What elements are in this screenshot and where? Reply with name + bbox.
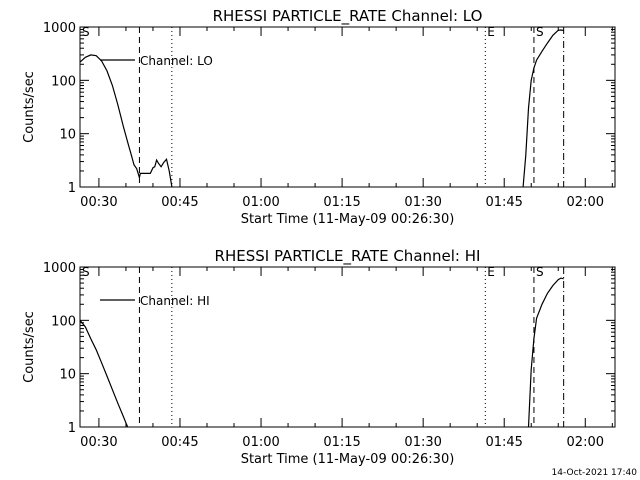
chart-panel-1: RHESSI PARTICLE_RATE Channel: LO 1 10 100 10… [22, 7, 616, 227]
x-tick-label: 00:45 [161, 195, 198, 210]
event-marker-label: S [536, 265, 544, 279]
legend-entry: Channel: LO [140, 54, 213, 68]
x-tick-label: 01:45 [485, 195, 522, 210]
event-marker-label: E [487, 265, 495, 279]
y-tick-label: 100 [51, 74, 76, 89]
chart-panel-2: RHESSI PARTICLE_RATE Channel: HI 1 10 100 10… [22, 247, 616, 467]
y-tick-label: 1 [68, 181, 76, 196]
plot-frame [79, 26, 616, 188]
x-axis-label: Start Time (11-May-09 00:26:30) [241, 452, 455, 467]
event-marker-label: S [82, 25, 90, 39]
chart-title: RHESSI PARTICLE_RATE Channel: HI [215, 247, 481, 266]
x-tick-label: 02:00 [567, 435, 604, 450]
x-tick-label: 00:30 [80, 435, 117, 450]
chart-title: RHESSI PARTICLE_RATE Channel: LO [213, 7, 483, 26]
x-tick-label: 01:15 [323, 435, 360, 450]
x-tick-label: 01:00 [242, 195, 279, 210]
y-tick-label: 1 [68, 421, 76, 436]
x-tick-label: 01:00 [242, 435, 279, 450]
x-tick-label: 01:30 [404, 435, 441, 450]
x-tick-label: 00:30 [80, 195, 117, 210]
plot-frame [79, 266, 616, 428]
y-tick-label: 1000 [43, 21, 76, 36]
event-marker-label: E [487, 25, 495, 39]
legend-entry: Channel: HI [140, 294, 210, 308]
x-tick-label: 02:00 [567, 195, 604, 210]
y-tick-label: 100 [51, 314, 76, 329]
x-tick-label: 00:45 [161, 435, 198, 450]
series-line [522, 29, 564, 188]
y-axis-label: Counts/sec [22, 311, 37, 383]
footer-timestamp: 14-Oct-2021 17:40 [552, 468, 638, 478]
y-axis-label: Counts/sec [22, 71, 37, 143]
x-tick-label: 01:45 [485, 435, 522, 450]
y-tick-label: 10 [59, 368, 76, 383]
event-marker-label: S [82, 265, 90, 279]
event-marker-label: S [536, 25, 544, 39]
x-tick-label: 01:30 [404, 195, 441, 210]
series-line [79, 54, 173, 188]
x-tick-label: 01:15 [323, 195, 360, 210]
y-tick-label: 10 [59, 128, 76, 143]
y-tick-label: 1000 [43, 261, 76, 276]
x-axis-label: Start Time (11-May-09 00:26:30) [241, 212, 455, 227]
series-line [79, 319, 129, 428]
series-line [527, 277, 564, 428]
